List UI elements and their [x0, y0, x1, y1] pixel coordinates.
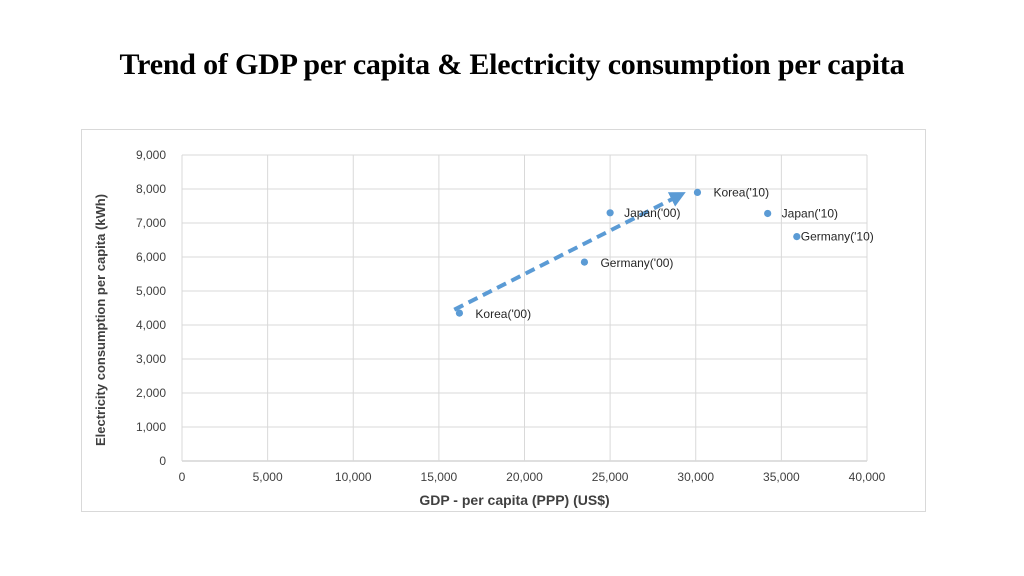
- y-tick-label: 6,000: [136, 250, 166, 264]
- data-points: Korea('00) Germany('00) Japan('00) Korea('1…: [455, 185, 874, 321]
- trend-arrow: [453, 192, 686, 312]
- y-tick-label: 1,000: [136, 420, 166, 434]
- data-point: [580, 258, 589, 266]
- trend-arrow-group: [453, 192, 686, 312]
- scatter-chart: 0 1,000 2,000 3,000 4,000 5,000 6,000 7,000 8,00…: [93, 148, 886, 508]
- data-point: [455, 309, 464, 317]
- y-tick-label: 2,000: [136, 386, 166, 400]
- x-tick-label: 5,000: [253, 470, 283, 484]
- x-tick-label: 15,000: [421, 470, 458, 484]
- slide-title: Trend of GDP per capita & Electricity co…: [119, 48, 905, 81]
- x-tick-label: 35,000: [763, 470, 800, 484]
- y-tick-label: 7,000: [136, 216, 166, 230]
- data-point-label: Germany('00): [600, 256, 673, 270]
- x-axis-title: GDP - per capita (PPP) (US$): [419, 492, 609, 508]
- x-tick-label: 30,000: [677, 470, 714, 484]
- x-tick-label: 0: [179, 470, 186, 484]
- y-tick-label: 3,000: [136, 352, 166, 366]
- data-point: [606, 209, 614, 217]
- y-tick-label: 5,000: [136, 284, 166, 298]
- y-axis-title: Electricity consumption per capita (kWh): [93, 194, 108, 446]
- data-point-label: Japan('10): [782, 206, 838, 220]
- x-tick-label: 20,000: [506, 470, 543, 484]
- x-tick-label: 25,000: [592, 470, 629, 484]
- y-tick-label: 8,000: [136, 182, 166, 196]
- data-point-label: Korea('10): [713, 185, 769, 199]
- x-tick-label: 10,000: [335, 470, 372, 484]
- tick-labels: 0 1,000 2,000 3,000 4,000 5,000 6,000 7,000 8,00…: [136, 148, 886, 484]
- data-point: [693, 188, 702, 196]
- y-tick-label: 9,000: [136, 148, 166, 162]
- data-point: [793, 233, 801, 241]
- y-tick-label: 4,000: [136, 318, 166, 332]
- grid-lines: [181, 154, 868, 462]
- data-point-label: Japan('00): [624, 206, 680, 220]
- data-point-label: Korea('00): [475, 307, 531, 321]
- x-tick-label: 40,000: [849, 470, 886, 484]
- data-point-label: Germany('10): [801, 230, 874, 244]
- chart-frame: 0 1,000 2,000 3,000 4,000 5,000 6,000 7,000 8,00…: [81, 129, 926, 512]
- y-tick-label: 0: [159, 454, 166, 468]
- data-point: [764, 209, 772, 218]
